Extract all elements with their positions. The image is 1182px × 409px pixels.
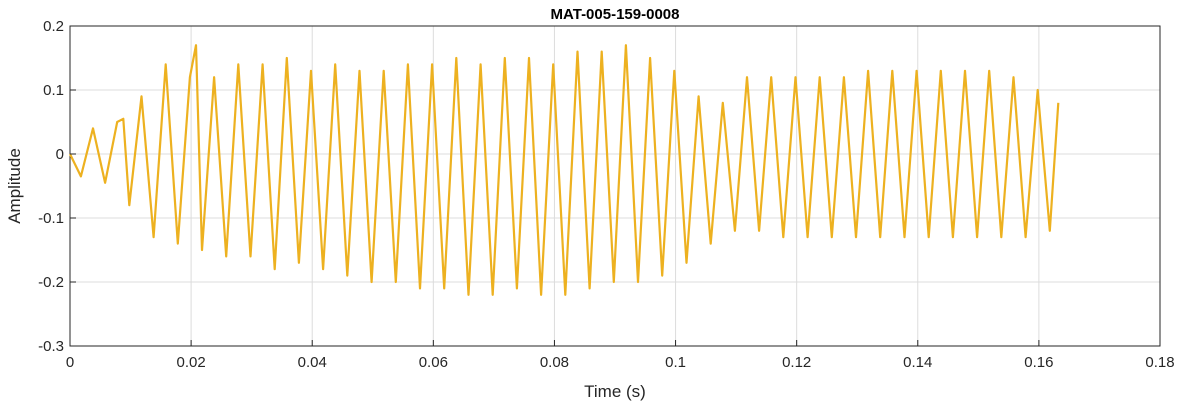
series-layer: [69, 44, 1060, 296]
x-axis-label: Time (s): [584, 382, 646, 401]
y-tick-label: -0.2: [38, 274, 64, 291]
x-tick-label: 0: [66, 354, 74, 371]
x-tick-label: 0.12: [782, 354, 811, 371]
y-axis-ticks: -0.3 -0.2 -0.1 0 0.1 0.2: [38, 18, 76, 355]
y-tick-label: 0.2: [43, 18, 64, 35]
y-tick-label: -0.3: [38, 338, 64, 355]
x-tick-label: 0.1: [665, 354, 686, 371]
x-tick-label: 0.04: [298, 354, 327, 371]
x-tick-label: 0.08: [540, 354, 569, 371]
x-tick-label: 0.16: [1024, 354, 1053, 371]
waveform-series-line: [69, 44, 1060, 296]
x-tick-label: 0.14: [903, 354, 932, 371]
y-tick-label: -0.1: [38, 210, 64, 227]
x-tick-label: 0.02: [177, 354, 206, 371]
plot-area: [69, 25, 1161, 347]
y-tick-label: 0: [56, 146, 64, 163]
y-axis-label: Amplitude: [5, 148, 24, 224]
x-axis-ticks: 0 0.02 0.04 0.06 0.08 0.1 0.12 0.14 0.16 0.18: [66, 340, 1175, 371]
y-tick-label: 0.1: [43, 82, 64, 99]
x-tick-label: 0.18: [1145, 354, 1174, 371]
chart-title: MAT-005-159-0008: [551, 6, 680, 23]
x-tick-label: 0.06: [419, 354, 448, 371]
